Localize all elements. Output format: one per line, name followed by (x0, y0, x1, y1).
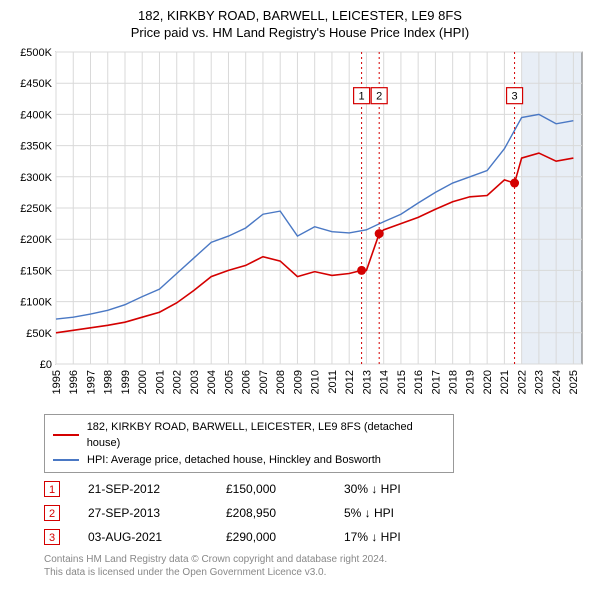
svg-text:2023: 2023 (534, 370, 546, 394)
event-date: 03-AUG-2021 (88, 530, 198, 544)
svg-text:2010: 2010 (310, 370, 322, 394)
event-row: 3 03-AUG-2021 £290,000 17% ↓ HPI (44, 529, 584, 545)
svg-text:2014: 2014 (379, 370, 391, 394)
legend-label: 182, KIRKBY ROAD, BARWELL, LEICESTER, LE… (87, 419, 445, 452)
svg-text:2021: 2021 (499, 370, 511, 394)
svg-text:1997: 1997 (85, 370, 97, 394)
svg-text:2005: 2005 (223, 370, 235, 394)
svg-text:2003: 2003 (189, 370, 201, 394)
chart: £0 £50K £100K £150K £200K £250K £300K £350K £400… (10, 48, 590, 408)
svg-text:2002: 2002 (172, 370, 184, 394)
svg-text:£250K: £250K (20, 203, 52, 215)
svg-text:3: 3 (512, 90, 518, 102)
title-line-2: Price paid vs. HM Land Registry's House … (10, 25, 590, 42)
svg-text:2008: 2008 (275, 370, 287, 394)
footer: Contains HM Land Registry data © Crown c… (44, 553, 584, 579)
svg-text:£100K: £100K (20, 296, 52, 308)
svg-text:1999: 1999 (120, 370, 132, 394)
svg-text:£200K: £200K (20, 234, 52, 246)
svg-text:2013: 2013 (361, 370, 373, 394)
event-delta: 17% ↓ HPI (344, 530, 464, 544)
svg-text:2025: 2025 (568, 370, 580, 394)
footer-line-1: Contains HM Land Registry data © Crown c… (44, 553, 584, 566)
svg-text:2017: 2017 (430, 370, 442, 394)
svg-text:£150K: £150K (20, 265, 52, 277)
event-row: 1 21-SEP-2012 £150,000 30% ↓ HPI (44, 481, 584, 497)
svg-text:£500K: £500K (20, 48, 52, 59)
svg-text:2022: 2022 (516, 370, 528, 394)
chart-title: 182, KIRKBY ROAD, BARWELL, LEICESTER, LE… (10, 8, 590, 42)
legend-row: 182, KIRKBY ROAD, BARWELL, LEICESTER, LE… (53, 419, 445, 452)
svg-text:1: 1 (359, 90, 365, 102)
svg-text:£0: £0 (40, 359, 52, 371)
legend-row: HPI: Average price, detached house, Hinc… (53, 452, 445, 469)
svg-text:1998: 1998 (103, 370, 115, 394)
event-marker: 3 (44, 529, 60, 545)
event-marker: 1 (44, 481, 60, 497)
event-price: £208,950 (226, 506, 316, 520)
svg-text:£450K: £450K (20, 78, 52, 90)
event-delta: 30% ↓ HPI (344, 482, 464, 496)
svg-text:2001: 2001 (154, 370, 166, 394)
svg-text:£300K: £300K (20, 172, 52, 184)
svg-text:£400K: £400K (20, 109, 52, 121)
title-line-1: 182, KIRKBY ROAD, BARWELL, LEICESTER, LE… (10, 8, 590, 25)
svg-text:2007: 2007 (258, 370, 270, 394)
event-table: 1 21-SEP-2012 £150,000 30% ↓ HPI 2 27-SEP-201… (44, 481, 584, 545)
svg-text:2004: 2004 (206, 370, 218, 394)
legend: 182, KIRKBY ROAD, BARWELL, LEICESTER, LE… (44, 414, 454, 474)
legend-label: HPI: Average price, detached house, Hinc… (87, 452, 381, 469)
svg-text:£50K: £50K (26, 328, 52, 340)
svg-text:2024: 2024 (551, 370, 563, 394)
svg-text:2011: 2011 (327, 370, 339, 394)
svg-text:1995: 1995 (51, 370, 63, 394)
event-date: 27-SEP-2013 (88, 506, 198, 520)
event-date: 21-SEP-2012 (88, 482, 198, 496)
legend-swatch (53, 459, 79, 461)
svg-text:2018: 2018 (448, 370, 460, 394)
event-marker: 2 (44, 505, 60, 521)
event-price: £150,000 (226, 482, 316, 496)
event-price: £290,000 (226, 530, 316, 544)
event-delta: 5% ↓ HPI (344, 506, 464, 520)
svg-text:2016: 2016 (413, 370, 425, 394)
footer-line-2: This data is licensed under the Open Gov… (44, 566, 584, 579)
svg-text:2009: 2009 (292, 370, 304, 394)
svg-text:£350K: £350K (20, 140, 52, 152)
svg-text:2019: 2019 (465, 370, 477, 394)
svg-text:1996: 1996 (68, 370, 80, 394)
event-row: 2 27-SEP-2013 £208,950 5% ↓ HPI (44, 505, 584, 521)
svg-text:2015: 2015 (396, 370, 408, 394)
svg-text:2012: 2012 (344, 370, 356, 394)
svg-text:2020: 2020 (482, 370, 494, 394)
legend-swatch (53, 434, 79, 436)
svg-text:2: 2 (376, 90, 382, 102)
svg-text:2000: 2000 (137, 370, 149, 394)
svg-text:2006: 2006 (241, 370, 253, 394)
